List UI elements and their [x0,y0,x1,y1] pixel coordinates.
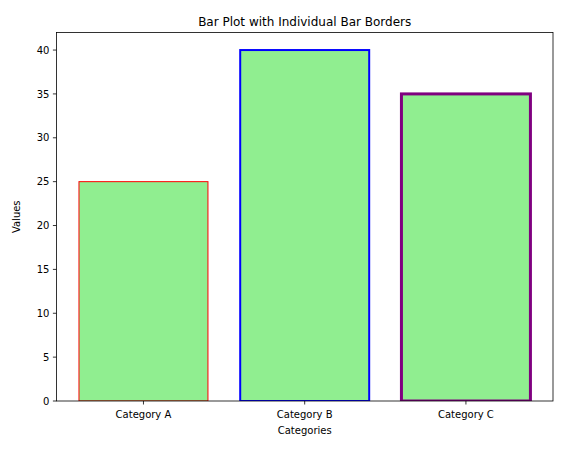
x-tick [465,401,466,405]
y-tick [53,269,57,270]
y-tick [53,137,57,138]
title: Bar Plot with Individual Bar Borders [198,15,411,29]
y-tick [53,225,57,226]
y-tick [53,93,57,94]
x-tick-label: Category B [277,409,333,420]
plot-frame [56,33,553,402]
bar [79,182,208,401]
bars [79,50,530,401]
bar [401,94,530,401]
y-tick-label: 30 [37,132,50,143]
y-tick-label: 25 [37,176,50,187]
y-axis-label: Values [11,200,22,233]
x-tick-label: Category A [116,409,172,420]
x-tick-label: Category C [438,409,494,420]
y-tick [53,401,57,402]
y-tick-label: 5 [43,352,49,363]
y-tick-label: 10 [37,308,50,319]
y-tick [53,50,57,51]
y-tick [53,181,57,182]
y-tick-label: 0 [43,396,49,407]
bar [240,50,369,401]
x-axis-label: Categories [278,425,332,436]
y-tick-label: 35 [37,89,50,100]
y-tick [53,357,57,358]
y-tick-label: 20 [37,220,50,231]
x-tick [304,401,305,405]
y-tick [53,313,57,314]
y-tick-label: 40 [37,45,50,56]
y-tick-label: 15 [37,264,50,275]
chart: 0 5 10 15 20 25 30 35 40 Category A Category B Cate… [0,0,562,455]
x-tick [143,401,144,405]
